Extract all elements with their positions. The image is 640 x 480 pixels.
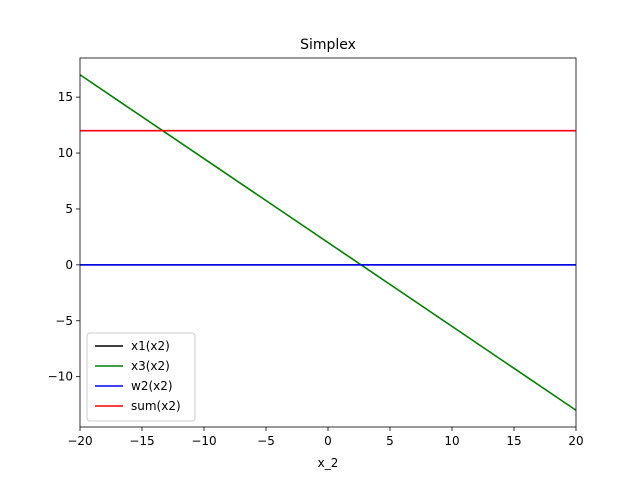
legend-entry-label: x1(x2)	[131, 339, 170, 353]
x-axis-label: x_2	[318, 456, 339, 470]
x-tick-label: 15	[506, 434, 521, 448]
legend-entry-label: x3(x2)	[131, 359, 170, 373]
x-tick-label: −5	[257, 434, 275, 448]
chart-title: Simplex	[300, 37, 356, 53]
legend: x1(x2) x3(x2) w2(x2) sum(x2)	[86, 332, 196, 422]
x-tick-label: −10	[191, 434, 216, 448]
legend-box	[86, 332, 196, 422]
y-tick-label: −5	[55, 314, 73, 328]
plot-lines	[79, 74, 577, 411]
x-tick-label: 20	[568, 434, 583, 448]
legend-entry-label: w2(x2)	[131, 379, 173, 393]
x-tick-label: 10	[444, 434, 459, 448]
x-tick-label: 0	[324, 434, 332, 448]
x-tick-label: −15	[129, 434, 154, 448]
y-tick-label: −10	[48, 370, 73, 384]
y-tick-label: 10	[58, 146, 73, 160]
x-axis-ticks: −20 −15 −10 −5 0 5 10 15 20	[67, 427, 584, 448]
legend-entry-label: sum(x2)	[131, 399, 181, 413]
x-tick-label: 5	[386, 434, 394, 448]
y-tick-label: 5	[65, 202, 73, 216]
y-tick-label: 0	[65, 258, 73, 272]
y-tick-label: 15	[58, 90, 73, 104]
x-tick-label: −20	[67, 434, 92, 448]
y-axis-ticks: −10 −5 0 5 10 15	[48, 90, 80, 384]
plot-frame	[79, 57, 577, 428]
